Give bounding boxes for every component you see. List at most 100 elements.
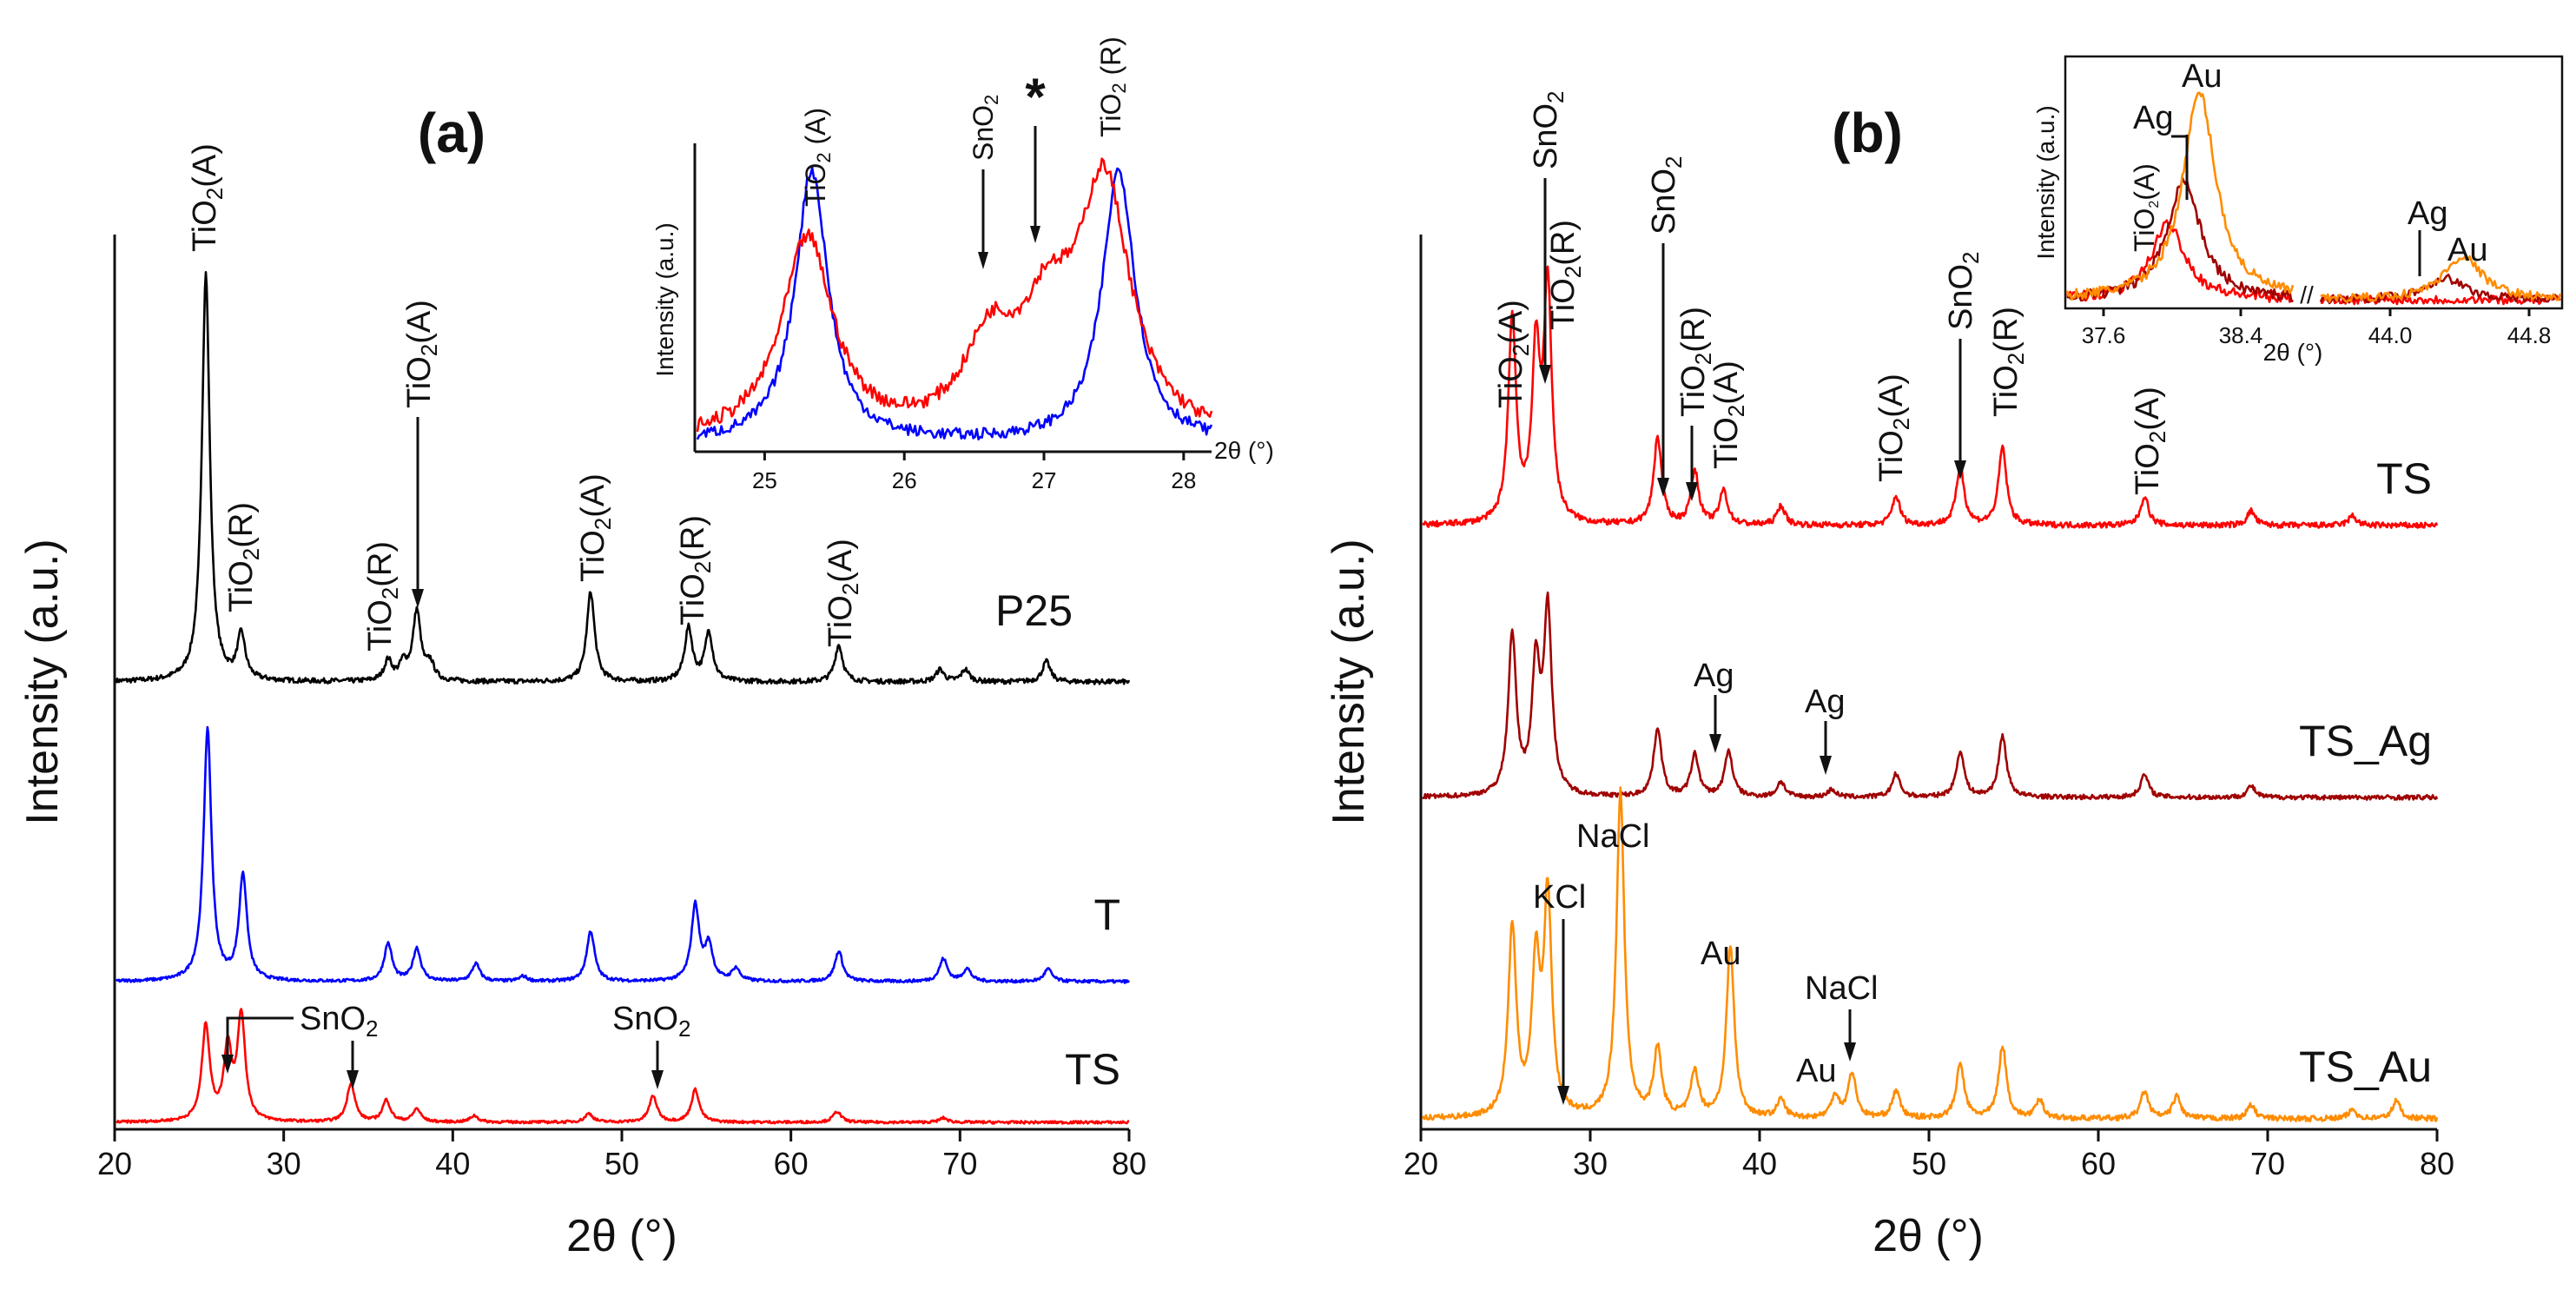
peak-label-b-tio2a-25: TiO2(A) xyxy=(1493,300,1534,408)
inset-b-ticks: 37.6 38.4 44.0 44.8 xyxy=(2082,308,2552,348)
arrow-head-b-kcl xyxy=(1557,1086,1569,1105)
panel-b-x-label: 2θ (°) xyxy=(1873,1211,1984,1261)
peak-label-a-tio2a-25: TiO2(A) xyxy=(187,143,228,252)
inset-b-y-label: Intensity (a.u.) xyxy=(2032,105,2059,259)
inset-a-series-t xyxy=(696,166,1213,440)
arrow-head-b-sno2-27 xyxy=(1539,365,1551,384)
inset-b-label-tio2a: TiO2(A) xyxy=(2129,163,2162,252)
inset-a-tick-label: 26 xyxy=(892,467,917,493)
inset-a-series-ts xyxy=(696,157,1213,433)
panel-b-label: (b) xyxy=(1832,102,1903,164)
peak-label-b-tio2a-48: TiO2(A) xyxy=(1873,374,1914,482)
x-tick-label: 70 xyxy=(942,1146,977,1181)
peak-label-b-au-38: Au xyxy=(1701,936,1740,972)
series-label-t: T xyxy=(1093,890,1120,939)
panel-a-label: (a) xyxy=(418,102,485,164)
inset-a-label-sno2: SnO2 xyxy=(968,95,1002,161)
peak-label-a-tio2r-27: TiO2(R) xyxy=(223,502,264,612)
peak-label-b-sno2-52: SnO2 xyxy=(1943,251,1984,330)
x-tick-label: 80 xyxy=(2420,1146,2454,1181)
inset-b-series-ts_au-seg2 xyxy=(2320,255,2562,303)
x-tick-label: 50 xyxy=(604,1146,639,1181)
panel-a-y-label: Intensity (a.u.) xyxy=(17,539,68,824)
series-line-p25 xyxy=(115,271,1131,685)
series-label-ts-au: TS_Au xyxy=(2299,1042,2432,1091)
x-tick-label: 60 xyxy=(2081,1146,2116,1181)
inset-a-y-label: Intensity (a.u.) xyxy=(651,222,678,376)
inset-b-label-ag-38: Ag xyxy=(2133,100,2173,136)
peak-label-b-au-44: Au xyxy=(1796,1053,1836,1089)
inset-b-traces xyxy=(2065,91,2562,306)
panel-a-ticks: 20 30 40 50 60 70 80 xyxy=(97,1129,1146,1181)
x-tick-label: 20 xyxy=(97,1146,132,1181)
arrow-head-b-nacl-45 xyxy=(1844,1042,1856,1062)
inset-b-label-au-44: Au xyxy=(2447,232,2487,268)
inset-a-arrowhead-sno2 xyxy=(978,252,988,269)
panel-b-traces xyxy=(1421,265,2439,1122)
series-line-ts xyxy=(116,1008,1130,1125)
panel-b-inset: 37.6 38.4 44.0 44.8 Intensity (a.u.) 2θ (°)… xyxy=(2032,55,2564,366)
inset-b-tick-label: 44.8 xyxy=(2507,322,2552,348)
inset-b-tick-label: 44.0 xyxy=(2368,322,2413,348)
series-line-ts xyxy=(1422,265,2439,529)
inset-a-tick-label: 25 xyxy=(752,467,777,493)
inset-a-tick-label: 27 xyxy=(1032,467,1057,493)
peak-label-b-kcl: KCl xyxy=(1533,879,1586,916)
inset-a-label-tio2a: TiO2 (A) xyxy=(800,108,835,207)
peak-label-b-tio2r-27: TiO2(R) xyxy=(1545,220,1586,330)
panel-b: 20 30 40 50 60 70 80 2θ (°) Intensity (a.u.) (… xyxy=(1324,55,2564,1261)
arrow-head-b-sno2-34 xyxy=(1657,478,1669,497)
inset-b-x-label: 2θ (°) xyxy=(2263,339,2323,366)
inset-b-label-au-38: Au xyxy=(2182,58,2222,95)
arrow-head-a-sno2-52 xyxy=(651,1070,664,1089)
arrow-head-a-38 xyxy=(412,589,424,608)
peak-label-b-sno2-27: SnO2 xyxy=(1528,90,1569,169)
panel-a: 20 30 40 50 60 70 80 2θ (°) Intensity (a.u.) (… xyxy=(17,36,1274,1261)
series-label-ts-ag: TS_Ag xyxy=(2299,717,2432,765)
x-tick-label: 30 xyxy=(1573,1146,1608,1181)
series-label-ts-a: TS xyxy=(1065,1045,1120,1094)
inset-b-tick-label: 38.4 xyxy=(2219,322,2263,348)
peak-label-b-tio2a-38: TiO2(A) xyxy=(1708,361,1749,469)
inset-b-axis-break: // xyxy=(2300,281,2314,308)
series-line-ts_ag xyxy=(1422,591,2439,801)
inset-b-series-ts_au-seg1 xyxy=(2065,91,2295,301)
inset-a-ticks: 25 26 27 28 xyxy=(752,452,1196,493)
inset-b-series-ts_ag-seg1 xyxy=(2066,176,2294,302)
inset-b-label-ag-44: Ag xyxy=(2408,195,2447,232)
peak-label-b-tio2a-63: TiO2(A) xyxy=(2130,387,2170,495)
peak-label-b-tio2r-54: TiO2(R) xyxy=(1988,307,2029,417)
inset-b-frame xyxy=(2064,55,2564,310)
arrow-head-b-ag-38 xyxy=(1709,734,1721,753)
series-label-ts-b: TS xyxy=(2376,454,2432,503)
inset-a-label-tio2r: TiO2 (R) xyxy=(1095,36,1130,137)
series-line-t xyxy=(115,725,1131,984)
arrow-a-sno2-27 xyxy=(226,1016,294,1065)
series-line-ts_au xyxy=(1421,786,2439,1122)
peak-label-a-tio2a-63: TiO2(A) xyxy=(822,539,863,647)
panel-a-x-label: 2θ (°) xyxy=(566,1211,677,1261)
arrow-head-a-sno2-34 xyxy=(347,1070,359,1089)
peak-label-b-nacl-45: NaCl xyxy=(1805,970,1878,1007)
peak-label-b-ag-38: Ag xyxy=(1694,658,1734,694)
x-tick-label: 20 xyxy=(1404,1146,1438,1181)
inset-a-arrowhead-star xyxy=(1030,226,1040,243)
panel-b-ticks: 20 30 40 50 60 70 80 xyxy=(1404,1129,2454,1181)
inset-b-tick-label: 37.6 xyxy=(2082,322,2126,348)
peak-label-b-sno2-34: SnO2 xyxy=(1646,155,1687,235)
peak-label-b-ag-44: Ag xyxy=(1805,684,1845,720)
x-tick-label: 80 xyxy=(1112,1146,1146,1181)
peak-label-a-tio2a-38: TiO2(A) xyxy=(401,300,442,408)
peak-label-a-tio2a-48: TiO2(A) xyxy=(575,473,616,582)
x-tick-label: 30 xyxy=(267,1146,301,1181)
x-tick-label: 40 xyxy=(435,1146,470,1181)
peak-label-a-sno2-52: SnO2 xyxy=(612,1001,691,1042)
x-tick-label: 50 xyxy=(1912,1146,1946,1181)
peak-label-a-tio2r-36: TiO2(R) xyxy=(362,541,403,652)
arrow-head-b-sno2-52 xyxy=(1954,460,1966,480)
peak-label-b-nacl-32: NaCl xyxy=(1576,818,1649,855)
inset-a-x-label: 2θ (°) xyxy=(1214,437,1274,464)
arrow-head-b-ag-44 xyxy=(1820,756,1832,775)
inset-a-traces xyxy=(696,157,1213,440)
